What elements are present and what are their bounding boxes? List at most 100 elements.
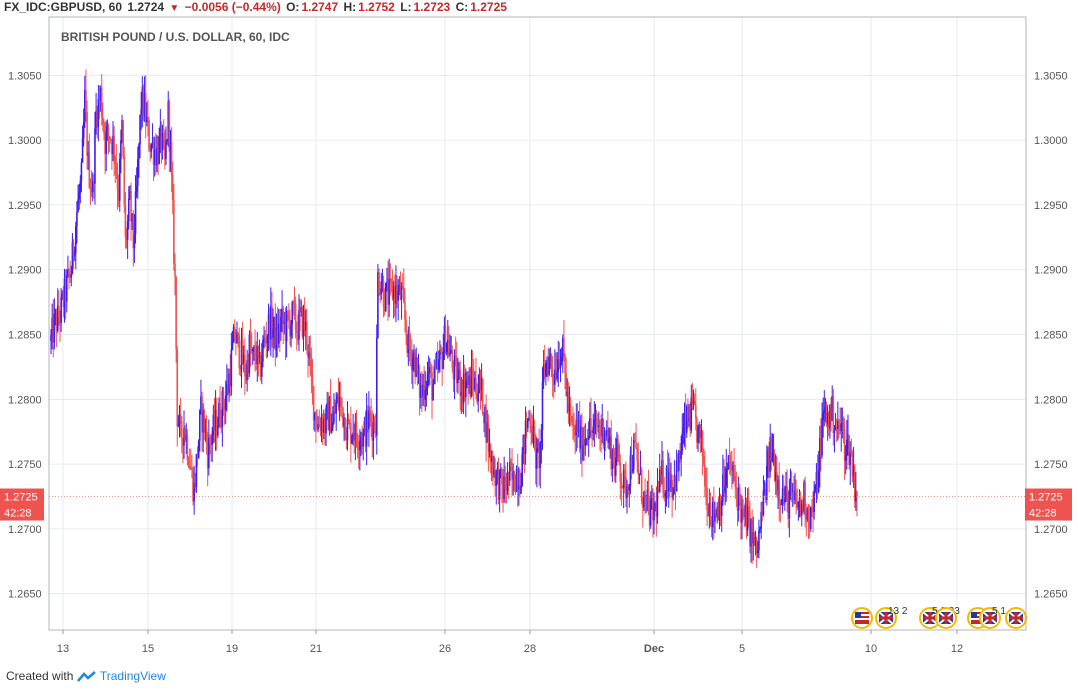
candle-body[interactable] bbox=[764, 489, 767, 500]
candle-body[interactable] bbox=[479, 374, 482, 390]
candle-body[interactable] bbox=[318, 424, 321, 427]
candle-body[interactable] bbox=[790, 482, 793, 492]
candle-body[interactable] bbox=[352, 432, 354, 436]
candle-body[interactable] bbox=[586, 438, 589, 441]
candle-body[interactable] bbox=[351, 435, 353, 444]
candle-body[interactable] bbox=[755, 536, 758, 554]
candle-body[interactable] bbox=[328, 397, 331, 430]
candle-body[interactable] bbox=[648, 501, 651, 526]
candle-body[interactable] bbox=[79, 181, 82, 194]
candle-body[interactable] bbox=[142, 87, 145, 117]
candle-body[interactable] bbox=[197, 440, 200, 458]
uk-flag-icon[interactable]: 13 2 bbox=[875, 606, 908, 629]
candle-body[interactable] bbox=[727, 455, 730, 469]
candle-body[interactable] bbox=[267, 313, 270, 337]
candle-body[interactable] bbox=[722, 474, 724, 502]
candle-body[interactable] bbox=[204, 428, 207, 433]
candle-body[interactable] bbox=[527, 418, 529, 429]
candle-body[interactable] bbox=[124, 205, 127, 237]
candle-body[interactable] bbox=[715, 513, 717, 517]
candle-body[interactable] bbox=[838, 420, 840, 426]
candle-body[interactable] bbox=[595, 418, 598, 427]
candle-body[interactable] bbox=[214, 410, 217, 431]
candle-body[interactable] bbox=[728, 455, 731, 463]
candle-body[interactable] bbox=[484, 406, 486, 424]
candle-body[interactable] bbox=[325, 408, 327, 434]
candle-body[interactable] bbox=[646, 489, 649, 496]
candle-body[interactable] bbox=[231, 343, 234, 350]
candle-body[interactable] bbox=[458, 369, 460, 377]
candle-body[interactable] bbox=[566, 392, 569, 396]
candle-body[interactable] bbox=[116, 174, 119, 190]
candle-body[interactable] bbox=[844, 455, 847, 461]
candle-body[interactable] bbox=[582, 445, 584, 460]
candle-body[interactable] bbox=[394, 286, 396, 304]
candle-body[interactable] bbox=[203, 410, 206, 433]
candle-body[interactable] bbox=[153, 149, 156, 165]
candle-body[interactable] bbox=[594, 418, 597, 420]
candle-body[interactable] bbox=[821, 419, 823, 456]
candle-body[interactable] bbox=[391, 282, 394, 300]
candle-body[interactable] bbox=[95, 110, 97, 129]
candle-body[interactable] bbox=[744, 503, 747, 518]
candle-body[interactable] bbox=[106, 125, 109, 132]
candle-body[interactable] bbox=[60, 296, 62, 324]
candle-body[interactable] bbox=[829, 405, 831, 429]
candle-body[interactable] bbox=[156, 148, 158, 166]
candle-body[interactable] bbox=[105, 131, 108, 154]
candle-body[interactable] bbox=[275, 327, 278, 351]
candle-body[interactable] bbox=[757, 550, 759, 554]
candle-body[interactable] bbox=[75, 226, 77, 253]
candle-body[interactable] bbox=[125, 236, 128, 240]
candle-body[interactable] bbox=[310, 358, 313, 375]
candle-body[interactable] bbox=[273, 316, 275, 329]
candle-body[interactable] bbox=[848, 434, 850, 466]
candle-body[interactable] bbox=[525, 420, 528, 429]
candle-body[interactable] bbox=[345, 439, 348, 441]
candle-body[interactable] bbox=[321, 418, 324, 433]
candle-body[interactable] bbox=[841, 423, 844, 425]
candle-body[interactable] bbox=[749, 510, 751, 547]
candle-body[interactable] bbox=[254, 347, 256, 360]
candle-body[interactable] bbox=[330, 427, 333, 433]
candle-body[interactable] bbox=[729, 462, 732, 471]
candle-body[interactable] bbox=[691, 397, 694, 405]
candle-body[interactable] bbox=[685, 406, 688, 433]
candle-body[interactable] bbox=[211, 435, 213, 445]
candle-body[interactable] bbox=[148, 120, 150, 151]
candle-body[interactable] bbox=[274, 316, 277, 351]
candle-body[interactable] bbox=[390, 279, 393, 283]
candle-body[interactable] bbox=[98, 99, 101, 101]
candle-body[interactable] bbox=[174, 263, 176, 277]
candle-body[interactable] bbox=[102, 116, 104, 124]
candle-body[interactable] bbox=[569, 404, 572, 417]
candle-body[interactable] bbox=[682, 427, 685, 433]
candle-body[interactable] bbox=[424, 390, 427, 400]
candle-body[interactable] bbox=[506, 472, 509, 491]
candle-body[interactable] bbox=[160, 125, 163, 150]
candle-body[interactable] bbox=[118, 158, 121, 201]
candle-body[interactable] bbox=[263, 338, 265, 340]
candle-body[interactable] bbox=[538, 447, 540, 468]
candle-body[interactable] bbox=[201, 396, 203, 433]
candle-body[interactable] bbox=[804, 481, 806, 515]
candle-body[interactable] bbox=[574, 431, 576, 436]
candle-body[interactable] bbox=[405, 320, 407, 335]
candle-body[interactable] bbox=[123, 156, 126, 206]
candle-body[interactable] bbox=[164, 140, 166, 160]
candle-body[interactable] bbox=[842, 423, 845, 430]
candle-body[interactable] bbox=[584, 439, 587, 446]
candle-body[interactable] bbox=[264, 338, 266, 342]
candle-body[interactable] bbox=[189, 467, 192, 470]
candle-body[interactable] bbox=[414, 353, 416, 377]
candle-body[interactable] bbox=[109, 139, 112, 141]
candle-body[interactable] bbox=[843, 429, 846, 461]
candle-body[interactable] bbox=[253, 347, 255, 350]
candle-body[interactable] bbox=[397, 291, 399, 301]
candle-body[interactable] bbox=[654, 503, 657, 507]
candle-body[interactable] bbox=[344, 417, 347, 440]
candle-body[interactable] bbox=[143, 92, 146, 117]
candle-body[interactable] bbox=[516, 468, 519, 490]
candle-body[interactable] bbox=[671, 479, 673, 498]
candle-body[interactable] bbox=[262, 339, 264, 362]
